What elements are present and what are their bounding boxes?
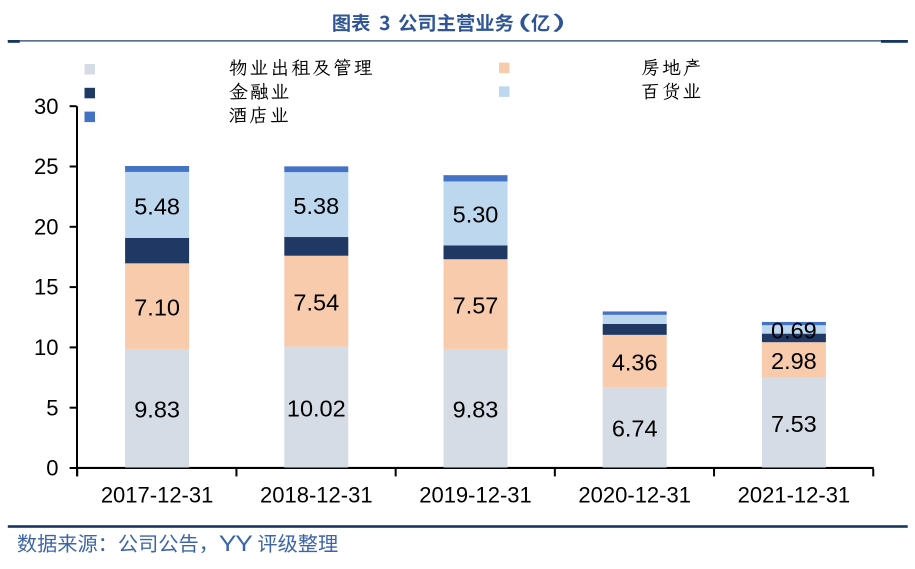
svg-text:7.53: 7.53: [771, 411, 817, 437]
svg-text:10: 10: [34, 335, 58, 360]
svg-text:7.54: 7.54: [293, 289, 339, 315]
svg-text:2021-12-31: 2021-12-31: [738, 482, 851, 507]
svg-text:9.83: 9.83: [453, 397, 499, 423]
svg-text:2019-12-31: 2019-12-31: [419, 482, 532, 507]
svg-text:0.69: 0.69: [771, 318, 817, 344]
svg-text:2020-12-31: 2020-12-31: [578, 482, 691, 507]
svg-text:30: 30: [34, 94, 58, 119]
svg-text:2017-12-31: 2017-12-31: [101, 482, 214, 507]
svg-text:5.38: 5.38: [293, 193, 339, 219]
svg-text:7.10: 7.10: [134, 294, 180, 320]
svg-text:9.83: 9.83: [134, 397, 180, 423]
svg-text:10.02: 10.02: [287, 395, 346, 421]
svg-text:25: 25: [34, 154, 58, 179]
svg-text:15: 15: [34, 275, 58, 300]
svg-text:5.48: 5.48: [134, 193, 180, 219]
svg-text:20: 20: [34, 214, 58, 239]
svg-text:7.57: 7.57: [453, 292, 499, 318]
svg-text:4.36: 4.36: [612, 349, 658, 375]
svg-text:6.74: 6.74: [612, 416, 658, 442]
svg-text:5.30: 5.30: [453, 202, 499, 228]
svg-text:2018-12-31: 2018-12-31: [260, 482, 373, 507]
svg-text:2.98: 2.98: [771, 348, 817, 374]
svg-text:5: 5: [46, 395, 58, 420]
svg-text:0: 0: [46, 456, 58, 481]
